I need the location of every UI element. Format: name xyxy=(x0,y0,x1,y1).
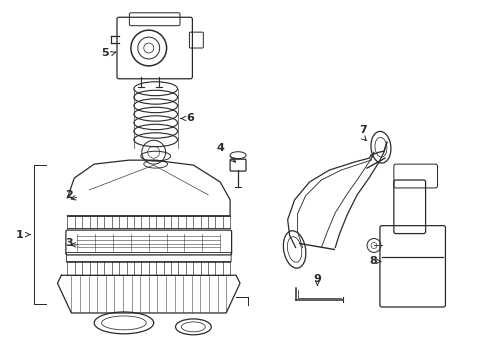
Text: 4: 4 xyxy=(216,143,224,153)
Text: 2: 2 xyxy=(65,190,73,200)
Text: 5: 5 xyxy=(101,48,109,58)
Text: 3: 3 xyxy=(65,238,73,248)
Text: 7: 7 xyxy=(359,125,366,135)
Text: 8: 8 xyxy=(368,256,376,266)
Text: 6: 6 xyxy=(186,113,194,123)
Text: 9: 9 xyxy=(313,274,321,284)
Text: 1: 1 xyxy=(16,230,23,239)
